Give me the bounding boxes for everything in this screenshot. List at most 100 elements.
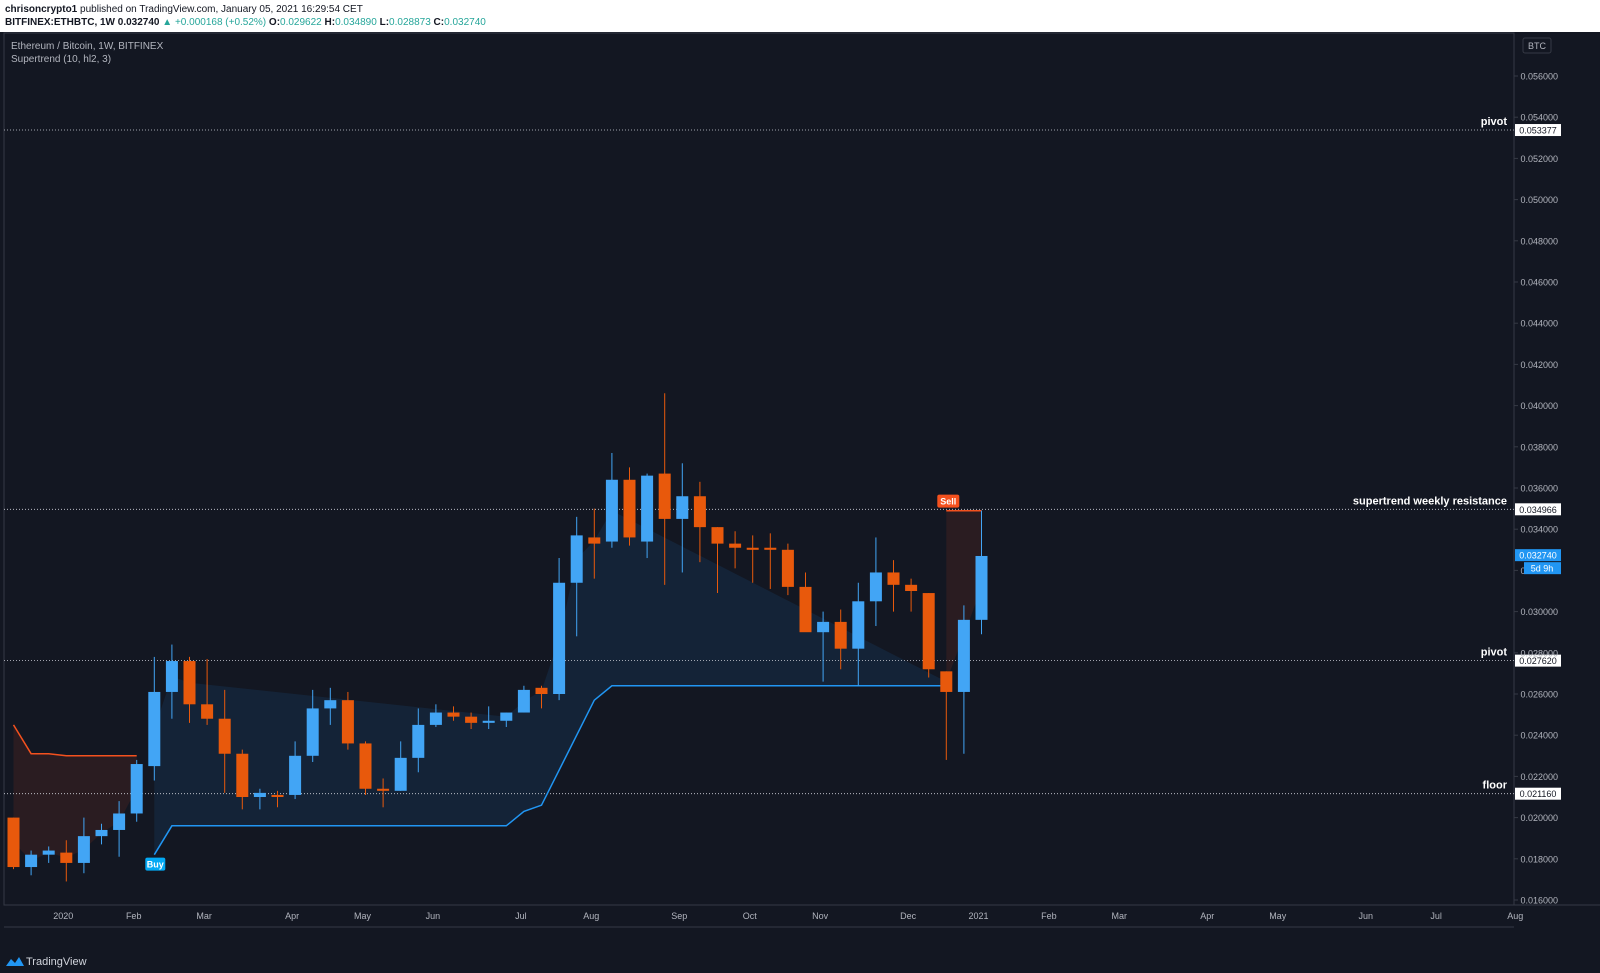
- price-axis-label: 0.042000: [1520, 360, 1558, 370]
- currency-badge[interactable]: [1522, 37, 1552, 54]
- sell-signal-badge: [937, 494, 960, 508]
- candle-body: [341, 700, 354, 744]
- price-axis-label: 0.046000: [1520, 278, 1558, 288]
- open-label: O:: [268, 17, 281, 28]
- horizontal-line-price: 0.034966: [1519, 505, 1557, 515]
- price-axis-label: 0.024000: [1520, 731, 1558, 741]
- candle-body: [588, 537, 601, 544]
- price-axis-label: 0.048000: [1520, 236, 1558, 246]
- candle-body: [359, 743, 372, 789]
- candle-body: [95, 829, 108, 837]
- chart-area[interactable]: pivot 0.053377 supertrend weekly resistanc…: [0, 32, 1600, 952]
- candle-body: [693, 496, 706, 528]
- candle-body: [676, 496, 689, 519]
- price-axis-label: 0.038000: [1520, 442, 1558, 452]
- candle-body: [236, 753, 249, 797]
- price-axis: 0.016000 0.018000 0.020000 0.022000 0.024000…: [1514, 72, 1561, 906]
- close-value: 0.032740: [444, 17, 486, 28]
- legend-indicator[interactable]: Supertrend (10, hl2, 3): [11, 54, 111, 65]
- time-axis-label: Dec: [900, 911, 917, 921]
- time-axis-label: Jul: [1430, 911, 1442, 921]
- candle-body: [447, 712, 460, 717]
- buy-signal-label: Buy: [147, 860, 164, 870]
- candle-body: [113, 813, 126, 830]
- horizontal-line-label: supertrend weekly resistance: [1353, 495, 1507, 507]
- current-price-tag: [1515, 549, 1561, 562]
- author-name[interactable]: chrisoncrypto1: [5, 4, 78, 15]
- time-axis-label: Feb: [126, 911, 142, 921]
- last-price: 0.032740: [117, 17, 160, 28]
- time-axis-label: May: [1269, 911, 1287, 921]
- symbol-label: BITFINEX:ETHBTC, 1W: [5, 17, 115, 28]
- open-value: 0.029622: [280, 17, 322, 28]
- candle-body: [553, 582, 566, 694]
- horizontal-line-label: floor: [1483, 780, 1508, 792]
- price-axis-label: 0.016000: [1520, 896, 1558, 906]
- horizontal-line-price-tag: [1515, 654, 1561, 667]
- candle-body: [729, 543, 742, 548]
- currency-label: BTC: [1528, 41, 1547, 51]
- candle-body: [975, 555, 988, 620]
- price-axis-label: 0.030000: [1520, 607, 1558, 617]
- legend-title: Ethereum / Bitcoin, 1W, BITFINEX: [11, 41, 164, 52]
- candle-body: [7, 817, 20, 868]
- close-label: C:: [433, 17, 445, 28]
- price-axis-label: 0.056000: [1520, 72, 1558, 82]
- candle-body: [746, 547, 759, 550]
- candle-body: [799, 586, 812, 633]
- time-axis-label: Apr: [1200, 911, 1214, 921]
- price-axis-label: 0.044000: [1520, 319, 1558, 329]
- candle-body: [658, 473, 671, 519]
- candle-body: [641, 475, 654, 542]
- horizontal-line-price-tag: [1515, 124, 1561, 137]
- supertrend-fill-down: [13, 724, 137, 861]
- candle-body: [130, 764, 143, 814]
- candle-body: [165, 661, 178, 692]
- time-axis-label: Mar: [1112, 911, 1128, 921]
- candle-body: [922, 593, 935, 670]
- candle-body: [465, 716, 478, 723]
- tradingview-logo-icon[interactable]: [6, 956, 24, 968]
- supertrend-fill-up: [154, 510, 947, 855]
- horizontal-line-price: 0.027620: [1519, 656, 1557, 666]
- time-axis-label: Nov: [812, 911, 829, 921]
- candle-body: [42, 850, 55, 855]
- sell-signal-label: Sell: [940, 497, 956, 507]
- time-axis-label: Mar: [196, 911, 212, 921]
- price-axis-label: 0.034000: [1520, 525, 1558, 535]
- time-axis-label: Apr: [285, 911, 299, 921]
- candle-body: [201, 704, 214, 719]
- candles: [7, 393, 988, 882]
- candle-body: [905, 584, 918, 591]
- time-axis-label: Feb: [1041, 911, 1057, 921]
- horizontal-line-price-tag: [1515, 503, 1561, 516]
- supertrend-fill: [13, 510, 982, 861]
- publish-line: chrisoncrypto1 published on TradingView.…: [5, 4, 363, 15]
- candle-body: [764, 547, 777, 550]
- high-value: 0.034890: [335, 17, 377, 28]
- horizontal-lines: pivot 0.053377 supertrend weekly resistanc…: [4, 116, 1561, 800]
- price-axis-label: 0.050000: [1520, 195, 1558, 205]
- candle-body: [218, 718, 231, 754]
- candle-body: [817, 621, 830, 633]
- brand-name[interactable]: TradingView: [26, 956, 87, 968]
- time-axis-label: Oct: [743, 911, 758, 921]
- candle-body: [253, 792, 266, 797]
- candle-body: [500, 712, 513, 721]
- time-axis-label: 2021: [968, 911, 988, 921]
- candlestick-chart[interactable]: pivot 0.053377 supertrend weekly resistanc…: [0, 32, 1600, 952]
- candle-body: [940, 671, 953, 692]
- supertrend-fill-down-2: [946, 510, 982, 682]
- candle-body: [60, 852, 73, 863]
- candle-body: [482, 720, 495, 723]
- candle-body: [623, 479, 636, 538]
- time-axis-label: Sep: [671, 911, 687, 921]
- time-axis-label: Aug: [1507, 911, 1523, 921]
- time-axis: 2020 Feb Mar Apr May Jun Jul Aug Sep Oct Nov Dec 202…: [53, 911, 1523, 921]
- price-change: ▲ +0.000168 (+0.52%): [162, 17, 267, 28]
- price-axis-label: 0.054000: [1520, 113, 1558, 123]
- footer: TradingView: [0, 952, 1600, 973]
- price-axis-label: 0.020000: [1520, 813, 1558, 823]
- horizontal-line-label: pivot: [1481, 116, 1508, 128]
- candle-body: [183, 661, 196, 705]
